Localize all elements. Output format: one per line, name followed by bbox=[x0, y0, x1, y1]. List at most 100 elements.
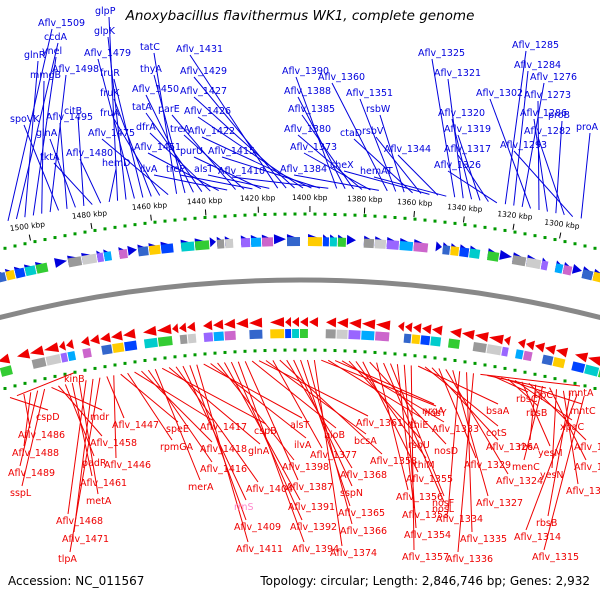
reverse-gene-label: Aflv_1336 bbox=[446, 554, 493, 565]
cog-color-box bbox=[285, 329, 292, 339]
reverse-label-line bbox=[457, 373, 474, 553]
reverse-gene-label: Aflv_1329 bbox=[464, 460, 511, 471]
ring-tick-mark bbox=[83, 230, 87, 234]
reverse-gene-label: Aflv_1355 bbox=[406, 474, 453, 485]
forward-label-line bbox=[331, 82, 388, 192]
reverse-gene-arrow bbox=[337, 317, 349, 328]
ring-tick-mark bbox=[33, 240, 37, 244]
forward-gene-label: tktA bbox=[40, 152, 60, 163]
reverse-gene-arrow bbox=[292, 317, 300, 328]
ring-tick-mark bbox=[493, 227, 497, 231]
reverse-label-line bbox=[543, 395, 585, 551]
reverse-gene-label: speE bbox=[166, 424, 189, 435]
forward-gene-label: glpP bbox=[95, 6, 116, 17]
forward-gene-label: Aflv_1390 bbox=[282, 66, 329, 77]
reverse-label-line bbox=[203, 363, 303, 419]
cog-color-box bbox=[292, 329, 300, 339]
forward-gene-label: tatA bbox=[132, 102, 152, 113]
cog-color-box bbox=[96, 252, 105, 263]
reverse-label-line bbox=[376, 362, 409, 491]
ring-tick-mark bbox=[273, 348, 277, 352]
forward-gene-label: citB bbox=[64, 106, 82, 117]
forward-gene-label: rsbV bbox=[362, 126, 384, 137]
cog-color-box bbox=[224, 238, 234, 249]
cog-color-box bbox=[14, 267, 26, 279]
reverse-gene-arrow bbox=[249, 317, 263, 328]
cog-color-box bbox=[250, 237, 262, 247]
cog-color-box bbox=[363, 238, 375, 249]
cog-color-box bbox=[420, 335, 431, 346]
forward-label-line bbox=[397, 154, 439, 196]
cog-color-box bbox=[35, 262, 49, 274]
reverse-label-line bbox=[551, 389, 557, 469]
cog-color-box bbox=[270, 329, 285, 339]
forward-gene-label: thyA bbox=[140, 64, 162, 75]
reverse-gene-label: Aflv_1404 bbox=[246, 484, 293, 495]
reverse-label-line bbox=[523, 386, 544, 461]
forward-gene-label: Aflv_1498 bbox=[52, 64, 99, 75]
forward-label-line bbox=[108, 16, 119, 201]
cog-color-box bbox=[486, 251, 500, 262]
ring-tick-mark bbox=[523, 370, 527, 374]
cog-color-box bbox=[81, 253, 98, 265]
reverse-label-line bbox=[23, 392, 32, 447]
forward-label-line bbox=[149, 132, 211, 192]
ring-tick-mark bbox=[573, 242, 577, 246]
reverse-gene-label: menC bbox=[512, 462, 540, 473]
forward-gene-arrow bbox=[571, 264, 582, 274]
reverse-gene-label: bioB bbox=[324, 430, 345, 441]
reverse-gene-label: mdr bbox=[90, 412, 109, 423]
forward-label-line bbox=[153, 74, 186, 194]
reverse-gene-arrow bbox=[285, 317, 292, 328]
reverse-label-line bbox=[293, 359, 353, 487]
forward-label-line bbox=[49, 74, 67, 213]
reverse-gene-label: Aflv_1314 bbox=[514, 532, 561, 543]
forward-label-line bbox=[504, 50, 527, 205]
reverse-gene-arrow bbox=[236, 318, 249, 329]
ring-tick-mark bbox=[63, 372, 67, 376]
reverse-gene-label: Aflv_1488 bbox=[12, 448, 59, 459]
reverse-label-line bbox=[403, 364, 417, 529]
reverse-gene-arrow bbox=[59, 340, 66, 351]
cog-color-box bbox=[5, 269, 16, 281]
cog-color-box bbox=[286, 237, 300, 247]
kbp-tick-line bbox=[559, 232, 562, 239]
cog-color-box bbox=[469, 248, 481, 259]
reverse-gene-arrow bbox=[111, 330, 123, 341]
forward-label-line bbox=[101, 138, 169, 196]
ring-tick-mark bbox=[513, 368, 517, 372]
forward-label-line bbox=[79, 158, 102, 204]
cog-color-box bbox=[124, 340, 138, 352]
reverse-gene-arrow bbox=[575, 352, 589, 363]
cog-color-box bbox=[194, 240, 210, 251]
ring-tick-mark bbox=[143, 358, 147, 362]
ring-tick-mark bbox=[353, 349, 357, 353]
reverse-gene-label: Aflv_1411 bbox=[236, 544, 283, 555]
ring-tick-mark bbox=[243, 349, 247, 353]
ring-tick-mark bbox=[453, 221, 457, 225]
forward-gene-arrow bbox=[209, 237, 216, 248]
reverse-label-line bbox=[525, 394, 578, 531]
forward-gene-label: fruR bbox=[100, 68, 120, 79]
reverse-label-line bbox=[51, 386, 103, 411]
reverse-gene-arrow bbox=[475, 332, 489, 343]
ring-tick-mark bbox=[463, 360, 467, 364]
forward-gene-label: alsT bbox=[194, 164, 213, 175]
ring-tick-mark bbox=[303, 348, 307, 352]
ring-tick-mark bbox=[263, 212, 267, 216]
reverse-label-line bbox=[313, 360, 343, 547]
reverse-gene-label: nosF bbox=[432, 498, 454, 509]
forward-gene-label: ctaD bbox=[340, 128, 362, 139]
ring-tick-mark bbox=[563, 240, 567, 244]
cog-color-box bbox=[525, 257, 542, 270]
ring-tick-mark bbox=[343, 213, 347, 217]
forward-gene-label: glpK bbox=[94, 26, 116, 37]
reverse-gene-label: Aflv_1392 bbox=[290, 522, 337, 533]
cog-color-box bbox=[180, 241, 195, 252]
reverse-label-line bbox=[258, 360, 369, 417]
reverse-label-lines bbox=[9, 359, 587, 553]
reverse-gene-arrow bbox=[556, 347, 569, 358]
cog-color-box bbox=[143, 337, 158, 349]
reverse-label-line bbox=[127, 372, 173, 441]
